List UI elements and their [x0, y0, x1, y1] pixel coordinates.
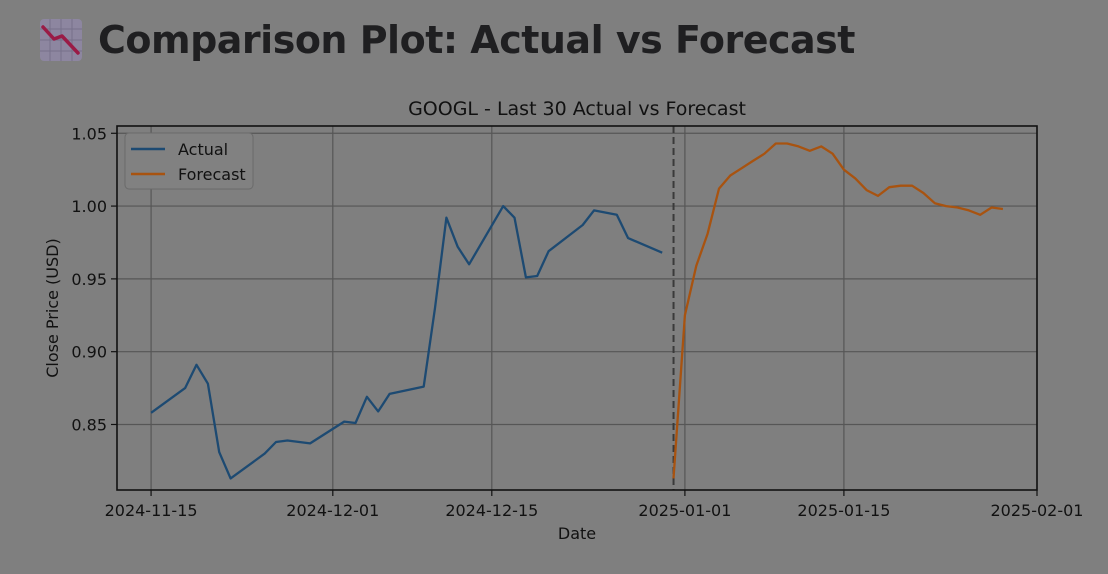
y-tick-label: 0.95 [71, 270, 107, 289]
series-line-actual [150, 204, 663, 480]
x-tick-label: 2024-11-15 [105, 501, 198, 520]
x-tick-label: 2024-12-01 [286, 501, 379, 520]
series-line-forecast [672, 142, 1004, 479]
y-tick-label: 0.85 [71, 415, 107, 434]
legend-label-forecast: Forecast [178, 165, 246, 184]
x-tick-label: 2025-02-01 [991, 501, 1084, 520]
y-axis-label: Close Price (USD) [43, 238, 62, 377]
x-tick-label: 2025-01-15 [797, 501, 890, 520]
y-tick-label: 1.05 [71, 124, 107, 143]
chart: GOOGL - Last 30 Actual vs Forecast 2024-1… [43, 98, 1084, 543]
page-header: Comparison Plot: Actual vs Forecast [40, 14, 855, 66]
chart-title: GOOGL - Last 30 Actual vs Forecast [408, 98, 746, 120]
plot-frame [116, 125, 1038, 491]
y-tick-label: 1.00 [71, 197, 107, 216]
x-tick-label: 2025-01-01 [638, 501, 731, 520]
chart-decreasing-icon [40, 19, 82, 61]
x-axis-label: Date [558, 524, 596, 543]
legend-label-actual: Actual [178, 140, 228, 159]
page-title: Comparison Plot: Actual vs Forecast [98, 18, 855, 62]
y-tick-label: 0.90 [71, 343, 107, 362]
x-tick-label: 2024-12-15 [445, 501, 538, 520]
